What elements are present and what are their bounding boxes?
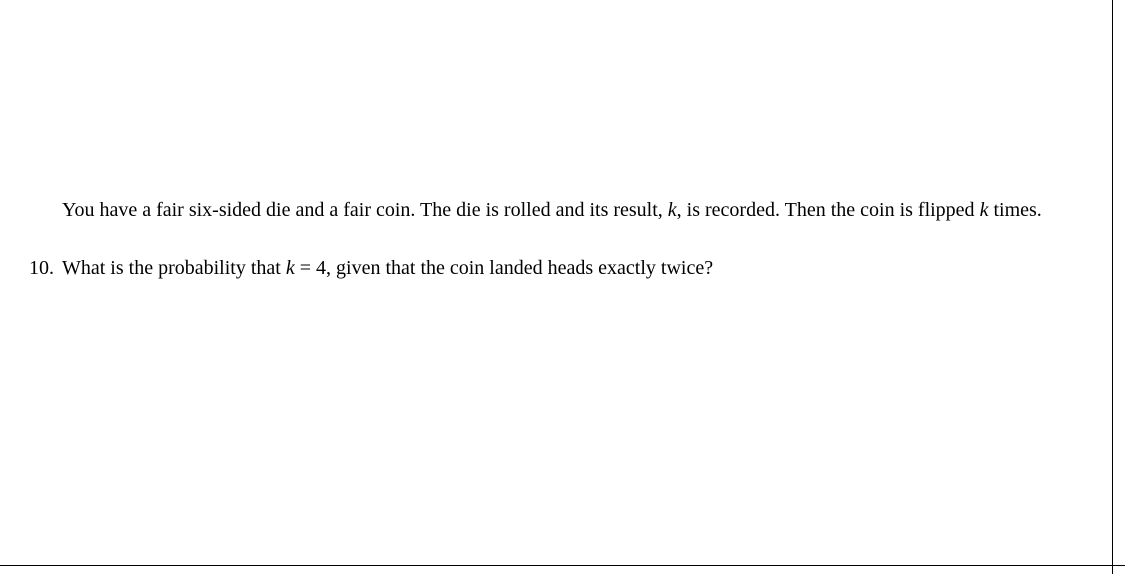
- math-variable-k: k: [668, 199, 677, 221]
- context-text-2: , is recorded. Then the coin is flipped: [677, 199, 980, 221]
- question-row: 10. What is the probability that k = 4, …: [18, 253, 1090, 283]
- problem-context: You have a fair six-sided die and a fair…: [62, 195, 1090, 225]
- page-border-bottom: [0, 565, 1125, 566]
- question-number: 10.: [18, 257, 62, 280]
- document-content: You have a fair six-sided die and a fair…: [0, 0, 1125, 283]
- question-text-before: What is the probability that: [62, 257, 286, 279]
- question-text: What is the probability that k = 4, give…: [62, 253, 713, 283]
- math-variable-k: k: [286, 257, 295, 279]
- question-text-after: = 4, given that the coin landed heads ex…: [295, 257, 713, 279]
- page-border-right: [1112, 0, 1113, 574]
- context-text-1: You have a fair six-sided die and a fair…: [62, 199, 668, 221]
- context-text-3: times.: [988, 199, 1041, 221]
